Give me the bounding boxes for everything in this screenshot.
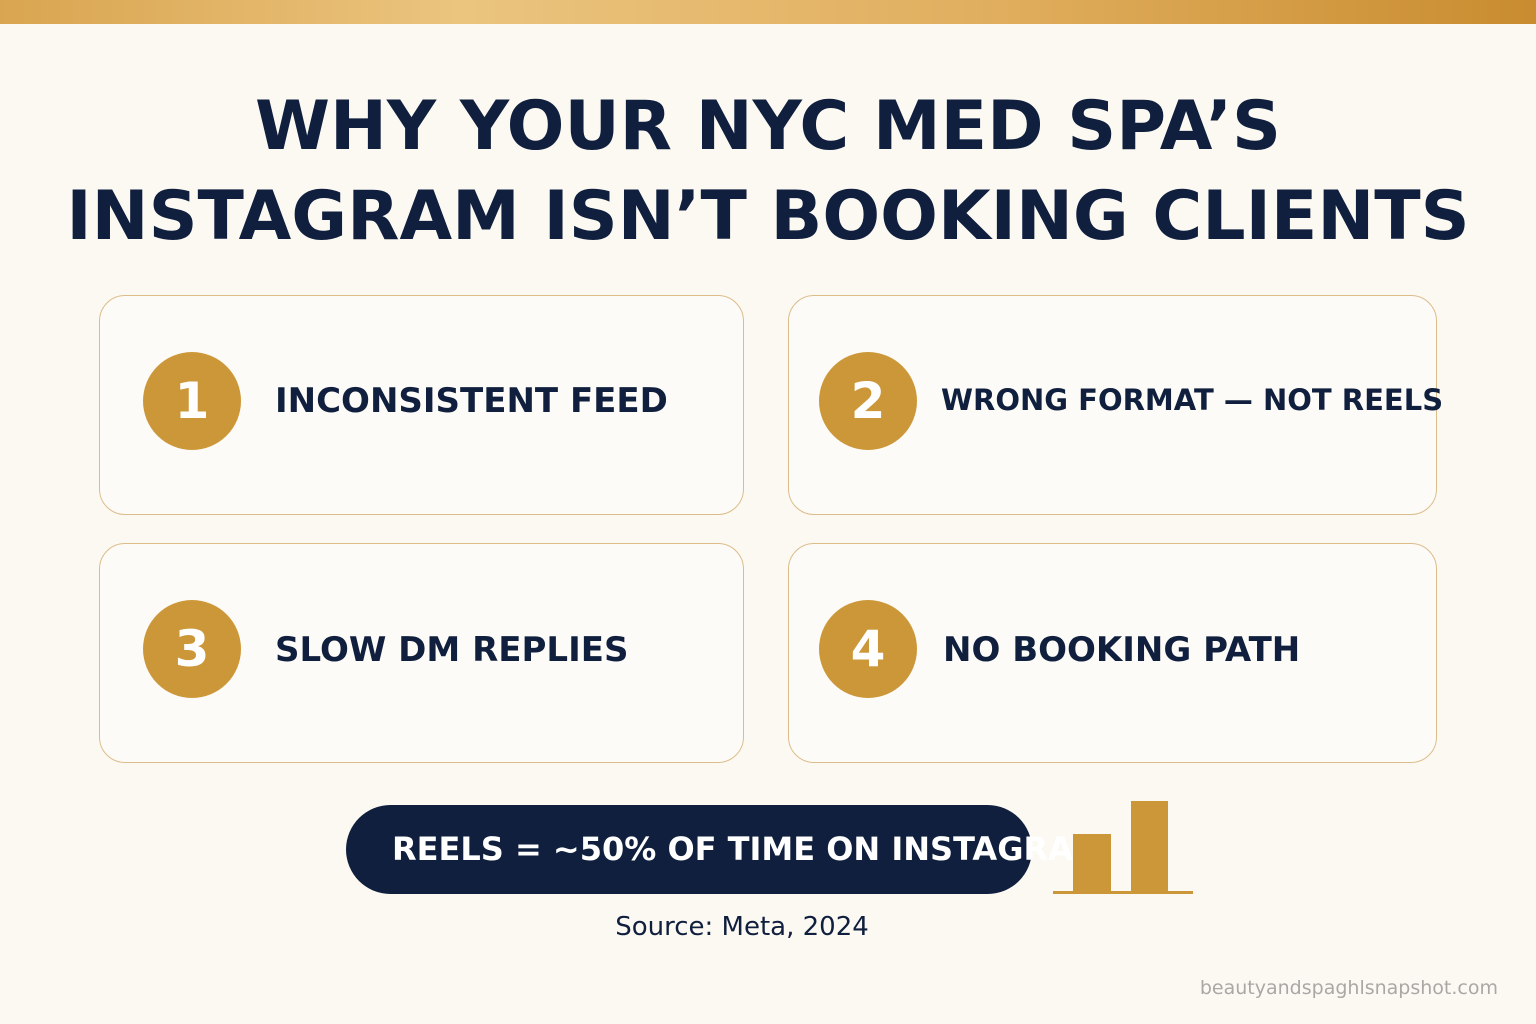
reason-card-4: 4 NO BOOKING PATH	[788, 543, 1437, 763]
reason-card-1: 1 INCONSISTENT FEED	[99, 295, 744, 515]
reason-label-1: INCONSISTENT FEED	[275, 381, 668, 421]
reason-label-4: NO BOOKING PATH	[943, 630, 1301, 670]
top-accent-bar	[0, 0, 1536, 24]
bar-chart-icon-bar-short	[1073, 834, 1111, 892]
bar-chart-icon-baseline	[1053, 891, 1193, 894]
number-badge-2: 2	[819, 352, 917, 450]
number-badge-1: 1	[143, 352, 241, 450]
title-line-2: INSTAGRAM ISN’T BOOKING CLIENTS	[66, 177, 1470, 256]
page-title: WHY YOUR NYC MED SPA’S INSTAGRAM ISN’T B…	[0, 82, 1536, 262]
stat-pill: REELS = ~50% OF TIME ON INSTAGRAM	[346, 805, 1105, 894]
title-line-1: WHY YOUR NYC MED SPA’S	[254, 87, 1281, 166]
number-badge-4: 4	[819, 600, 917, 698]
reason-card-3: 3 SLOW DM REPLIES	[99, 543, 744, 763]
watermark-url: beautyandspaghlsnapshot.com	[1199, 977, 1498, 999]
number-badge-3: 3	[143, 600, 241, 698]
reason-label-3: SLOW DM REPLIES	[275, 630, 629, 670]
source-citation: Source: Meta, 2024	[615, 912, 869, 942]
reason-label-2: WRONG FORMAT — NOT REELS	[941, 383, 1444, 417]
bar-chart-icon-bar-tall	[1131, 801, 1168, 892]
reason-card-2: 2 WRONG FORMAT — NOT REELS	[788, 295, 1443, 515]
